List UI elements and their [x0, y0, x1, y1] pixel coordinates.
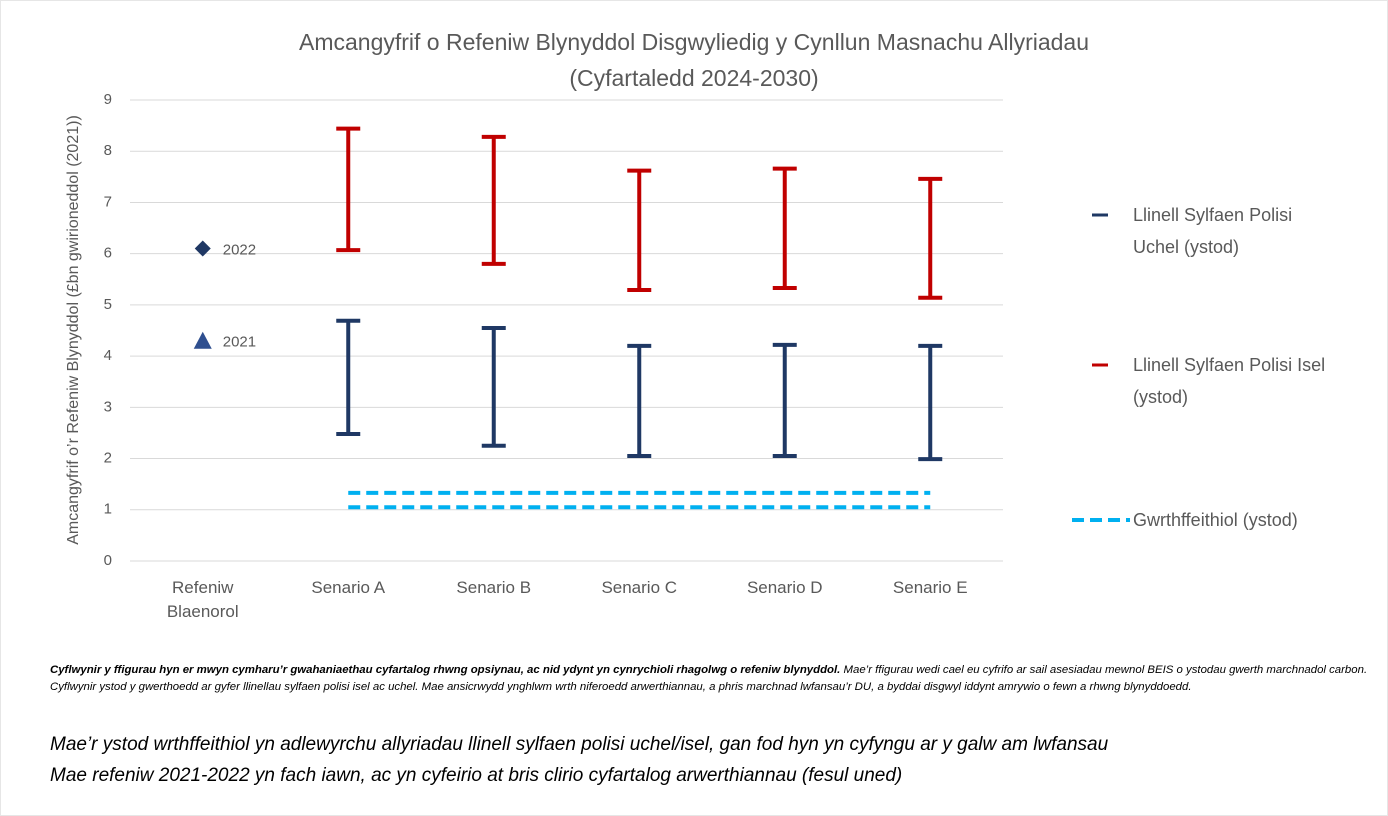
range-bar — [481, 325, 506, 448]
y-tick-label: 4 — [104, 347, 112, 364]
range-bar — [772, 166, 797, 290]
x-tick-label: Senario A — [311, 578, 386, 597]
point-marker — [194, 240, 211, 257]
x-tick-label: Senario D — [746, 578, 823, 597]
legend-label: Llinell Sylfaen Polisi Uchel (ystod) — [1133, 205, 1293, 257]
range-bar — [918, 176, 943, 300]
y-tick-label: 2 — [104, 450, 112, 467]
y-tick-label: 9 — [104, 91, 112, 108]
x-tick-label: Senario B — [456, 578, 532, 597]
y-tick-label: 6 — [104, 245, 112, 262]
point-label: 2022 — [223, 242, 256, 259]
chart-subtitle: (Cyfartaledd 2024-2030) — [569, 65, 818, 91]
range-bar — [627, 168, 652, 293]
range-bar — [481, 134, 506, 266]
x-tick-label: Senario C — [601, 578, 678, 597]
note-bold: Cyflwynir y ffigurau hyn er mwyn cymharu… — [50, 664, 841, 676]
y-tick-label: 7 — [104, 193, 112, 210]
range-bar — [918, 343, 943, 462]
range-bar — [336, 126, 361, 253]
range-bar — [627, 343, 652, 458]
note-line: Mae refeniw 2021-2022 yn fach iawn, ac y… — [50, 765, 903, 786]
y-tick-label: 8 — [104, 142, 112, 159]
notes: Cyflwynir y ffigurau hyn er mwyn cymharu… — [50, 662, 1370, 696]
note-text: Mae’r ffigurau wedi cael eu cyfrifo ar s… — [50, 664, 1368, 693]
y-axis-label: Amcangyfrif o’r Refeniw Blynyddol (£bn g… — [65, 115, 82, 545]
note-line: Mae’r ystod wrthffeithiol yn adlewyrchu … — [50, 734, 1109, 755]
legend-label: Llinell Sylfaen Polisi Isel (ystod) — [1133, 355, 1326, 407]
x-tick-label: Senario E — [892, 578, 968, 597]
range-bar — [772, 342, 797, 458]
point-marker — [193, 331, 212, 349]
legend-label: Gwrthffeithiol (ystod) — [1133, 510, 1298, 530]
y-tick-label: 1 — [104, 501, 112, 518]
x-tick-label: Refeniw Blaenorol — [166, 578, 239, 621]
y-tick-label: 0 — [104, 552, 112, 569]
chart-title: Amcangyfrif o Refeniw Blynyddol Disgwyli… — [299, 29, 1089, 55]
range-bar — [336, 318, 361, 436]
y-tick-label: 5 — [104, 296, 112, 313]
y-tick-label: 3 — [104, 398, 112, 415]
point-label: 2021 — [223, 334, 256, 351]
